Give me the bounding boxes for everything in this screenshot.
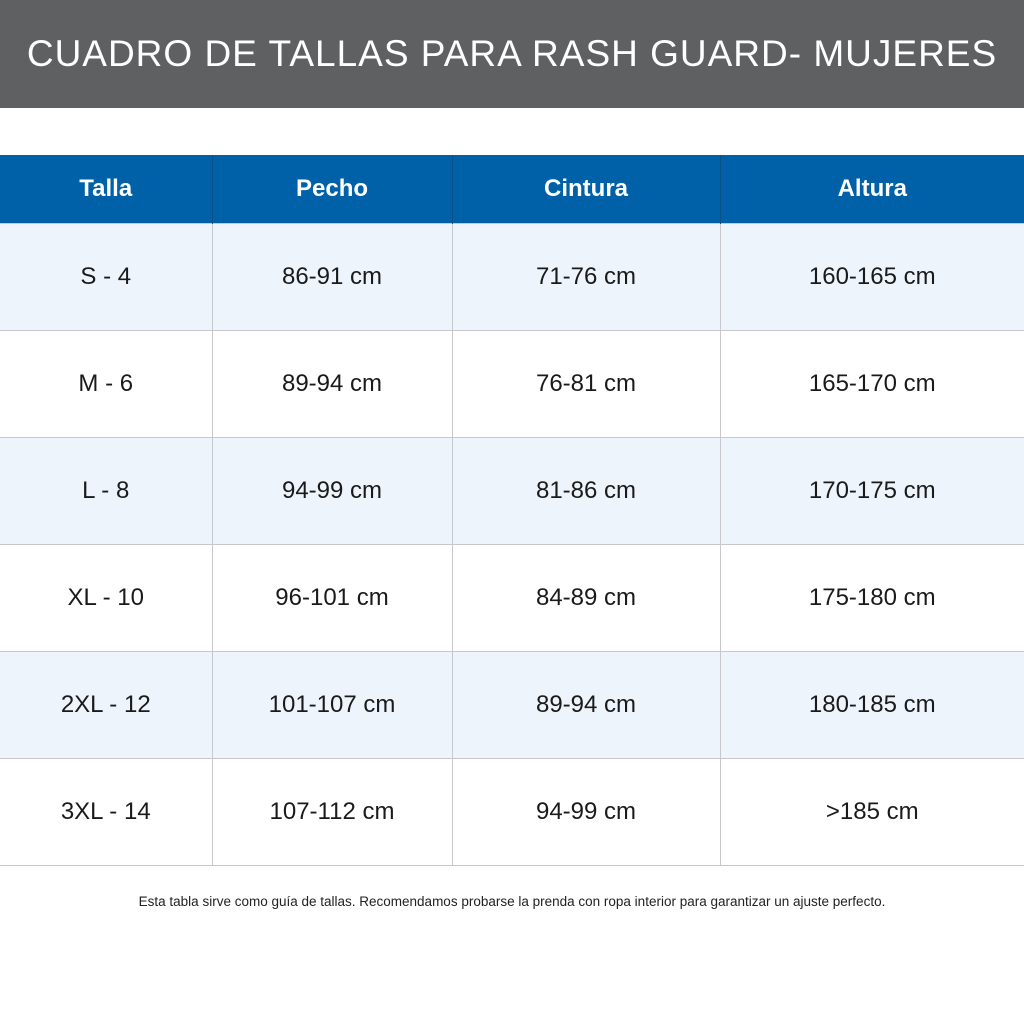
cell-altura: 170-175 cm bbox=[719, 437, 1024, 545]
header-row: Talla Pecho Cintura Altura bbox=[0, 155, 1024, 224]
cell-talla: 3XL - 14 bbox=[0, 758, 213, 866]
cell-altura: 180-185 cm bbox=[719, 651, 1024, 759]
cell-pecho: 86-91 cm bbox=[211, 223, 453, 331]
table-row: 2XL - 12 101-107 cm 89-94 cm 180-185 cm bbox=[0, 651, 1024, 759]
cell-pecho: 96-101 cm bbox=[211, 544, 453, 652]
table-row: XL - 10 96-101 cm 84-89 cm 175-180 cm bbox=[0, 544, 1024, 652]
header-pecho: Pecho bbox=[211, 155, 452, 224]
cell-cintura: 71-76 cm bbox=[451, 223, 721, 331]
size-chart-table: Talla Pecho Cintura Altura S - 4 86-91 cm… bbox=[0, 155, 1024, 866]
header-altura: Altura bbox=[719, 155, 1024, 224]
cell-pecho: 94-99 cm bbox=[211, 437, 453, 545]
cell-pecho: 101-107 cm bbox=[211, 651, 453, 759]
cell-altura: 160-165 cm bbox=[719, 223, 1024, 331]
cell-talla: M - 6 bbox=[0, 330, 213, 438]
cell-cintura: 89-94 cm bbox=[451, 651, 721, 759]
cell-talla: L - 8 bbox=[0, 437, 213, 545]
cell-talla: S - 4 bbox=[0, 223, 213, 331]
table-row: L - 8 94-99 cm 81-86 cm 170-175 cm bbox=[0, 437, 1024, 545]
table-row: M - 6 89-94 cm 76-81 cm 165-170 cm bbox=[0, 330, 1024, 438]
header-cintura: Cintura bbox=[451, 155, 720, 224]
cell-altura: >185 cm bbox=[719, 758, 1024, 866]
table-row: S - 4 86-91 cm 71-76 cm 160-165 cm bbox=[0, 223, 1024, 331]
cell-talla: XL - 10 bbox=[0, 544, 213, 652]
cell-cintura: 94-99 cm bbox=[451, 758, 721, 866]
header-talla: Talla bbox=[0, 155, 212, 224]
title-banner: CUADRO DE TALLAS PARA RASH GUARD- MUJERE… bbox=[0, 0, 1024, 108]
cell-pecho: 107-112 cm bbox=[211, 758, 453, 866]
cell-talla: 2XL - 12 bbox=[0, 651, 213, 759]
cell-altura: 175-180 cm bbox=[719, 544, 1024, 652]
table-row: 3XL - 14 107-112 cm 94-99 cm >185 cm bbox=[0, 758, 1024, 866]
cell-altura: 165-170 cm bbox=[719, 330, 1024, 438]
footnote: Esta tabla sirve como guía de tallas. Re… bbox=[138, 894, 886, 909]
cell-cintura: 84-89 cm bbox=[451, 544, 721, 652]
page-title: CUADRO DE TALLAS PARA RASH GUARD- MUJERE… bbox=[26, 33, 998, 74]
cell-cintura: 76-81 cm bbox=[451, 330, 721, 438]
cell-cintura: 81-86 cm bbox=[451, 437, 721, 545]
cell-pecho: 89-94 cm bbox=[211, 330, 453, 438]
